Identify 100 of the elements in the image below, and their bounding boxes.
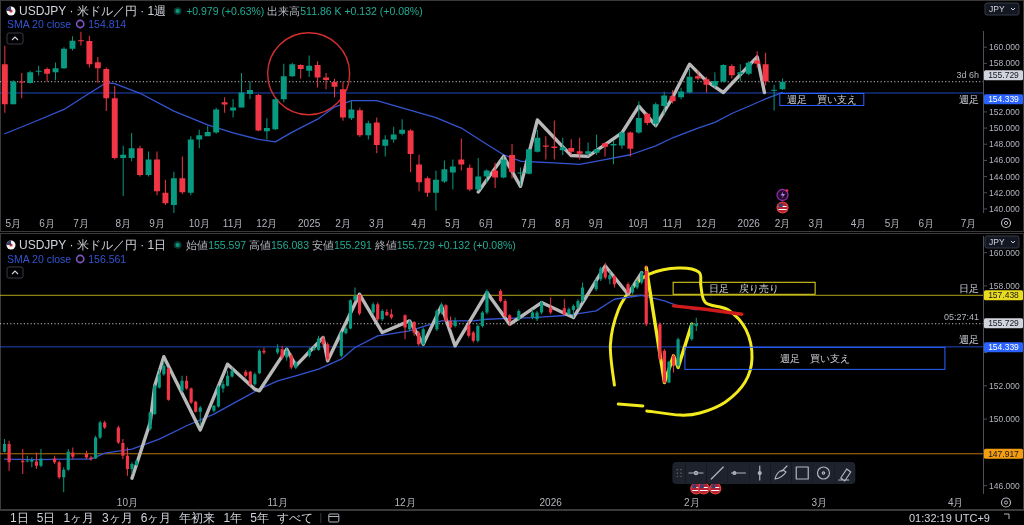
candlestick bbox=[120, 145, 127, 197]
x-tick-label: 11月 bbox=[267, 497, 288, 508]
x-tick-label: 7月 bbox=[960, 217, 977, 229]
x-tick-label: 5月 bbox=[445, 217, 461, 229]
candlestick bbox=[403, 314, 407, 340]
candlestick bbox=[711, 72, 718, 88]
candlestick bbox=[517, 167, 524, 187]
text: JPY bbox=[989, 237, 1005, 247]
candlestick bbox=[348, 101, 355, 120]
candlestick bbox=[21, 449, 25, 475]
y-tick-label: 150.000 bbox=[989, 123, 1020, 134]
y-tick-label: 160.000 bbox=[989, 247, 1020, 258]
candlestick bbox=[230, 98, 237, 118]
annotation: 日足 戻り売り bbox=[709, 282, 780, 294]
candlestick bbox=[618, 131, 625, 149]
y-tick-label: 142.000 bbox=[989, 187, 1020, 198]
candlestick bbox=[610, 140, 617, 165]
candlestick bbox=[535, 310, 539, 321]
y-tick-label: 146.000 bbox=[989, 155, 1020, 166]
text: 年初来 bbox=[179, 511, 216, 525]
annotation: 156.561 bbox=[88, 253, 127, 265]
candlestick bbox=[667, 360, 671, 384]
text: 1年 bbox=[223, 511, 243, 525]
chart-title: USDJPY · 米ドル／円 · 1週 bbox=[19, 4, 167, 18]
annotation: 日足 bbox=[959, 282, 979, 294]
annotation: 週足 bbox=[959, 334, 979, 346]
candlestick bbox=[627, 131, 634, 157]
annotation: 3d 6h bbox=[956, 69, 979, 80]
candlestick bbox=[737, 64, 744, 82]
y-tick-label: 146.000 bbox=[989, 480, 1020, 491]
y-tick-label: 144.000 bbox=[989, 171, 1020, 182]
x-tick-label: 2026 bbox=[539, 497, 563, 508]
candlestick bbox=[128, 132, 135, 162]
annotation: 週足 買い支え bbox=[779, 352, 850, 364]
x-tick-label: 10月 bbox=[188, 217, 210, 229]
candlestick bbox=[314, 61, 321, 88]
annotation: 05:27:41 bbox=[943, 311, 979, 322]
candlestick bbox=[432, 170, 439, 211]
x-tick-label: 4月 bbox=[850, 217, 867, 229]
ref-line-label: 154.339 bbox=[988, 94, 1020, 105]
y-tick-label: 140.000 bbox=[989, 203, 1020, 214]
text: 5年 bbox=[250, 511, 269, 525]
candlestick bbox=[89, 455, 93, 461]
text: 154.814 bbox=[88, 18, 127, 30]
annotation: 週足 買い支え bbox=[786, 93, 857, 105]
candlestick bbox=[353, 287, 357, 301]
candlestick bbox=[94, 56, 101, 83]
candlestick bbox=[444, 304, 448, 322]
text: 3ヶ月 bbox=[102, 511, 133, 525]
candlestick bbox=[485, 289, 489, 315]
y-tick-label: 158.000 bbox=[989, 58, 1020, 69]
x-tick-label: 7月 bbox=[521, 217, 537, 229]
candlestick bbox=[542, 136, 549, 160]
y-tick-label: 148.000 bbox=[989, 139, 1020, 150]
x-tick-label: 3月 bbox=[811, 497, 827, 508]
candlestick bbox=[576, 137, 583, 160]
ref-line-label: 157.438 bbox=[988, 290, 1020, 301]
candlestick bbox=[77, 31, 84, 46]
ref-line-label: 147.917 bbox=[988, 448, 1020, 459]
candlestick bbox=[568, 139, 575, 155]
x-tick-label: 8月 bbox=[115, 217, 131, 229]
candlestick bbox=[39, 449, 43, 468]
ref-line-label: 155.729 bbox=[988, 318, 1020, 329]
text: JPY bbox=[989, 4, 1005, 14]
x-tick-label: 9月 bbox=[588, 217, 605, 229]
x-tick-label: 2月 bbox=[335, 217, 351, 229]
x-tick-label: 7月 bbox=[73, 217, 89, 229]
text: 1日 bbox=[10, 511, 29, 525]
candlestick bbox=[297, 64, 304, 79]
x-tick-label: 6月 bbox=[39, 217, 55, 229]
y-tick-label: 152.000 bbox=[989, 106, 1020, 117]
line-series bbox=[476, 55, 767, 194]
text: すべて bbox=[276, 511, 313, 525]
annotation: 週足 bbox=[959, 94, 979, 106]
candlestick bbox=[221, 97, 228, 113]
x-tick-label: 9月 bbox=[149, 217, 165, 229]
x-tick-label: 4月 bbox=[411, 217, 427, 229]
x-tick-label: 3月 bbox=[369, 217, 385, 229]
x-tick-label: 2月 bbox=[774, 217, 791, 229]
candlestick bbox=[247, 81, 253, 99]
chart-title: USDJPY · 米ドル／円 · 1日 bbox=[19, 238, 167, 252]
candlestick bbox=[399, 119, 406, 136]
y-tick-label: 160.000 bbox=[989, 42, 1020, 53]
ref-line-label: 155.729 bbox=[988, 70, 1020, 81]
candlestick bbox=[34, 452, 38, 470]
candlestick bbox=[559, 137, 566, 155]
candlestick bbox=[407, 129, 414, 173]
candlestick bbox=[18, 73, 25, 99]
line-series bbox=[130, 264, 644, 480]
candlestick bbox=[585, 142, 592, 157]
candlestick bbox=[263, 118, 270, 140]
candlestick bbox=[44, 67, 51, 82]
chart-subtitle: 始値155.597 高値156.083 安値155.291 終値155.729 +0.132 (+0.08%) bbox=[186, 239, 516, 251]
candlestick bbox=[306, 55, 313, 78]
x-tick-label: 5月 bbox=[5, 217, 22, 229]
x-tick-label: 2026 bbox=[737, 217, 761, 229]
x-tick-label: 12月 bbox=[256, 217, 278, 229]
x-tick-label: 12月 bbox=[695, 217, 718, 229]
candlestick bbox=[762, 52, 769, 86]
x-tick-label: 11月 bbox=[222, 217, 244, 229]
